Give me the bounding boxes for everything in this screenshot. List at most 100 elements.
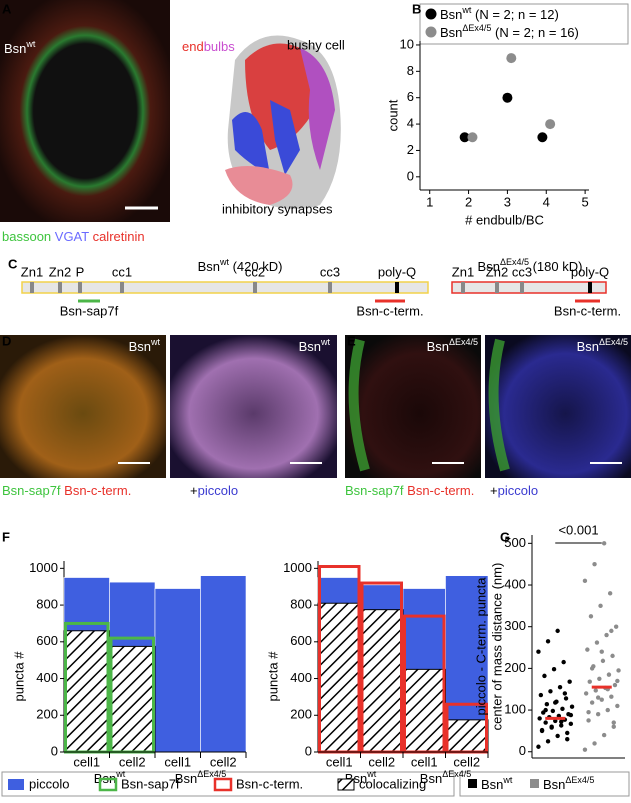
legend-label: BsnΔEx4/5 [543, 775, 594, 792]
protein-title: Bsnwt (420 kD) [198, 257, 283, 274]
point [595, 712, 601, 717]
image-label: Bsnwt [299, 337, 331, 354]
x-axis-label: # endbulb/BC [465, 212, 544, 227]
domain-label: Zn2 [49, 264, 71, 279]
x-tick-label: cell1 [411, 754, 438, 769]
point [536, 744, 541, 749]
text-span: Bsn [129, 339, 151, 354]
superscript: ΔEx4/5 [599, 337, 628, 347]
point [536, 649, 541, 654]
stain-label: bassoon VGAT calretinin [2, 229, 145, 244]
superscript: ΔEx4/5 [449, 337, 478, 347]
domain-label: Zn1 [452, 264, 474, 279]
text-span: (N = 2; n = 12) [471, 7, 558, 22]
legend-label: Bsn-c-term. [236, 776, 303, 791]
point [548, 689, 553, 694]
caption: +piccolo [490, 483, 538, 498]
group-label: BsnΔEx4/5 [420, 769, 471, 786]
y-tick-label: 0 [407, 168, 414, 183]
point [582, 747, 588, 752]
domain [58, 282, 62, 293]
point [589, 666, 595, 671]
point [615, 703, 620, 709]
legend-label: Bsnwt [481, 775, 513, 792]
point [585, 647, 590, 652]
point [613, 624, 619, 629]
y-tick-label: 2 [407, 142, 414, 157]
panel-letter: A [2, 1, 12, 16]
bar-hatch [63, 630, 110, 753]
text-span: Bsn [299, 339, 321, 354]
render-3d [225, 35, 341, 209]
point [537, 716, 542, 721]
y-tick-label: 400 [504, 576, 526, 591]
point [599, 649, 604, 654]
point [555, 628, 560, 634]
y-tick-label: 4 [407, 116, 414, 131]
text-span: Bsn [198, 259, 220, 274]
y-axis-label: puncta # [265, 651, 280, 702]
legend-marker [530, 779, 539, 788]
y-tick-label: 400 [36, 670, 58, 685]
point [601, 732, 607, 738]
text-span: piccolo [498, 483, 538, 498]
superscript: ΔEx4/5 [462, 23, 491, 33]
image-d2 [170, 335, 337, 478]
superscript: wt [115, 769, 125, 779]
text-span: + [190, 483, 198, 498]
antibody-label: Bsn-c-term. [554, 303, 621, 318]
panel-letter: E [347, 333, 356, 348]
bar-hatch [360, 609, 404, 753]
x-tick-label: cell1 [326, 754, 353, 769]
y-tick-label: 500 [504, 535, 526, 550]
y-tick-label: 600 [36, 633, 58, 648]
legend-label: Bsn-sap7f [121, 776, 180, 791]
bar-hatch [109, 645, 156, 753]
render-label: bushy cell [287, 37, 345, 52]
point [567, 679, 572, 684]
point [544, 702, 550, 707]
text-span: bassoon [2, 229, 51, 244]
x-tick-label: cell2 [368, 754, 395, 769]
image-a [0, 0, 170, 222]
legend-marker [8, 779, 24, 790]
superscript: ΔEx4/5 [565, 775, 594, 785]
x-tick-label: 1 [426, 194, 433, 209]
point [502, 92, 513, 103]
legend-label: colocalizing [359, 776, 426, 791]
text-span: Bsn [427, 339, 449, 354]
legend-label: piccolo [29, 776, 69, 791]
point [543, 707, 548, 713]
point [467, 132, 478, 143]
image-d1 [0, 335, 166, 478]
domain [78, 282, 82, 293]
y-axis-label: count [385, 99, 400, 131]
y-tick-label: 400 [290, 670, 312, 685]
point [559, 723, 564, 728]
domain [120, 282, 124, 293]
domain-label: cc1 [112, 264, 132, 279]
domain [395, 282, 399, 293]
point [568, 712, 574, 718]
legend-marker [425, 26, 437, 38]
x-tick-label: 3 [504, 194, 511, 209]
text-span: Bsn-sap7f [345, 483, 404, 498]
point [559, 719, 564, 724]
domain [461, 282, 465, 293]
y-tick-label: 800 [290, 597, 312, 612]
legend-box [1, 771, 455, 797]
text-span: Bsn [577, 339, 599, 354]
point [569, 704, 575, 709]
text-span: piccolo [198, 483, 238, 498]
legend-label: Bsnwt (N = 2; n = 12) [440, 5, 559, 22]
point [553, 700, 558, 705]
text-span: Bsn [440, 25, 462, 40]
point [592, 561, 597, 567]
point [537, 132, 548, 143]
x-tick-label: 4 [543, 194, 550, 209]
caption: +piccolo [190, 483, 238, 498]
point [595, 695, 601, 700]
text-span: (180 kD) [529, 259, 582, 274]
superscript: ΔEx4/5 [197, 769, 226, 779]
point [565, 737, 570, 742]
